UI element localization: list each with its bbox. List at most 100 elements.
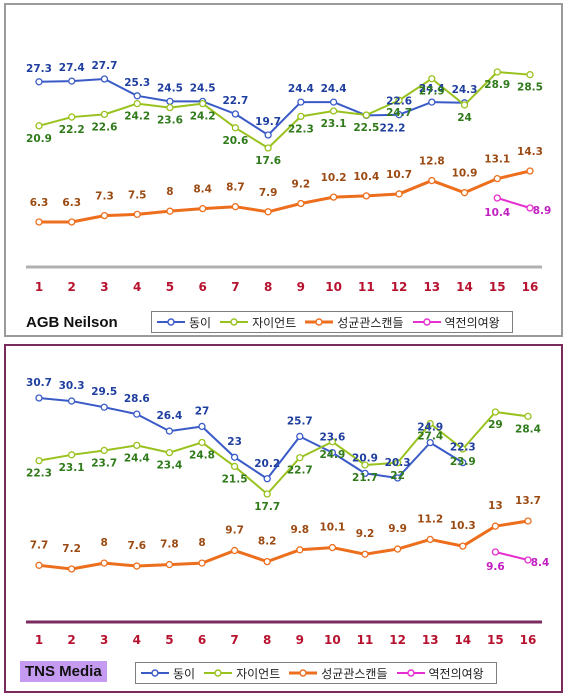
data-point-dongi xyxy=(35,78,43,86)
data-point-giant xyxy=(199,99,207,108)
data-point-giant xyxy=(460,101,469,109)
data-point-dongi xyxy=(264,131,272,139)
data-label-scandal: 10.7 xyxy=(386,169,412,181)
data-label-giant: 23.9 xyxy=(450,456,476,468)
data-point-giant xyxy=(68,113,76,121)
data-point-giant xyxy=(328,438,337,446)
data-label-dongi: 25.7 xyxy=(287,415,313,427)
data-point-scandal xyxy=(165,560,174,569)
legend-item-giant: 자이언트 xyxy=(203,665,280,682)
data-label-dongi: 24.3 xyxy=(452,84,478,96)
data-label-scandal: 10.9 xyxy=(452,168,478,180)
data-point-giant xyxy=(133,441,141,450)
legend-marker-scandal xyxy=(305,318,334,326)
series-line-reverse xyxy=(496,197,531,209)
data-point-giant xyxy=(133,99,141,108)
series-line-dongi xyxy=(38,397,464,480)
data-point-reverse xyxy=(524,556,532,564)
data-label-giant: 22.3 xyxy=(288,123,314,135)
legend-label-giant: 자이언트 xyxy=(236,666,281,681)
data-point-dongi xyxy=(393,474,402,482)
data-point-scandal xyxy=(361,550,369,558)
x-tick-label: 9 xyxy=(297,280,305,294)
data-point-scandal xyxy=(526,167,534,175)
data-label-dongi: 27 xyxy=(195,405,210,417)
chart-source-label: AGB Neilson xyxy=(26,314,118,331)
data-label-scandal: 10.4 xyxy=(353,171,379,183)
data-label-giant: 24 xyxy=(457,112,472,124)
data-point-scandal xyxy=(264,208,272,216)
data-point-giant xyxy=(329,107,338,115)
data-label-scandal: 7.3 xyxy=(95,191,114,203)
data-point-scandal xyxy=(493,174,501,183)
data-label-giant: 17.6 xyxy=(255,155,281,167)
data-label-giant: 22.5 xyxy=(353,122,379,134)
x-tick-label: 2 xyxy=(67,633,75,647)
legend-item-scandal: 성균관스캔들 xyxy=(288,665,388,682)
data-point-dongi xyxy=(165,427,174,435)
data-point-scandal xyxy=(524,517,532,525)
legend-marker-reverse xyxy=(396,669,425,677)
data-label-scandal: 6.3 xyxy=(62,197,81,209)
legend-label-dongi: 동이 xyxy=(173,666,196,681)
x-tick-label: 3 xyxy=(100,280,108,294)
data-label-scandal: 8.7 xyxy=(226,182,245,194)
data-label-dongi: 24.4 xyxy=(288,83,314,95)
data-point-dongi xyxy=(67,397,76,405)
x-tick-label: 16 xyxy=(520,633,537,647)
data-label-scandal: 9.2 xyxy=(292,179,311,191)
data-label-giant: 29 xyxy=(488,419,503,431)
data-point-dongi xyxy=(328,448,337,457)
data-label-giant: 23.1 xyxy=(321,118,347,130)
data-point-dongi xyxy=(329,98,338,106)
data-point-reverse xyxy=(491,548,500,556)
data-point-scandal xyxy=(296,546,304,554)
x-tick-label: 3 xyxy=(100,633,108,647)
data-label-dongi: 22.2 xyxy=(380,122,406,134)
x-tick-label: 9 xyxy=(296,633,304,647)
data-point-giant xyxy=(393,459,402,467)
data-label-dongi: 20.3 xyxy=(385,457,411,469)
data-point-giant xyxy=(493,68,501,76)
x-tick-label: 14 xyxy=(454,633,471,647)
x-tick-label: 1 xyxy=(35,633,43,647)
data-point-scandal xyxy=(230,546,239,555)
data-label-giant: 20.6 xyxy=(222,135,248,147)
data-point-scandal xyxy=(297,199,305,208)
data-point-scandal xyxy=(328,543,337,552)
data-point-scandal xyxy=(35,218,43,226)
data-point-giant xyxy=(100,110,109,119)
data-point-scandal xyxy=(393,545,402,553)
data-point-giant xyxy=(524,412,532,421)
data-label-dongi: 27.4 xyxy=(59,62,85,74)
data-point-giant xyxy=(426,419,434,428)
data-point-scandal xyxy=(231,203,240,211)
data-point-scandal xyxy=(100,559,108,567)
data-label-dongi: 22.7 xyxy=(222,95,248,107)
data-point-dongi xyxy=(133,92,141,100)
data-label-dongi: 26.4 xyxy=(156,410,182,422)
data-point-scandal xyxy=(133,562,141,570)
data-point-giant xyxy=(362,111,370,119)
data-label-reverse: 8.9 xyxy=(533,205,552,217)
x-tick-label: 5 xyxy=(165,633,173,647)
data-label-dongi: 27.3 xyxy=(26,63,52,75)
data-point-giant xyxy=(428,75,436,83)
data-label-dongi: 23.6 xyxy=(319,432,345,444)
data-label-giant: 28.9 xyxy=(484,79,510,91)
legend-item-reverse: 역전의여왕 xyxy=(396,665,484,682)
data-label-giant: 24.2 xyxy=(124,111,150,123)
data-label-reverse: 9.6 xyxy=(486,561,505,573)
x-tick-label: 6 xyxy=(198,633,206,647)
data-point-scandal xyxy=(166,207,174,215)
legend-label-reverse: 역전의여왕 xyxy=(428,666,484,681)
data-point-scandal xyxy=(263,557,271,566)
x-tick-label: 15 xyxy=(489,280,506,294)
data-point-scandal xyxy=(395,190,403,198)
data-label-scandal: 13.7 xyxy=(515,495,541,507)
data-label-scandal: 9.8 xyxy=(290,524,309,536)
legend-label-reverse: 역전의여왕 xyxy=(444,315,500,330)
data-label-giant: 21.7 xyxy=(352,472,378,484)
data-point-giant xyxy=(100,446,108,455)
